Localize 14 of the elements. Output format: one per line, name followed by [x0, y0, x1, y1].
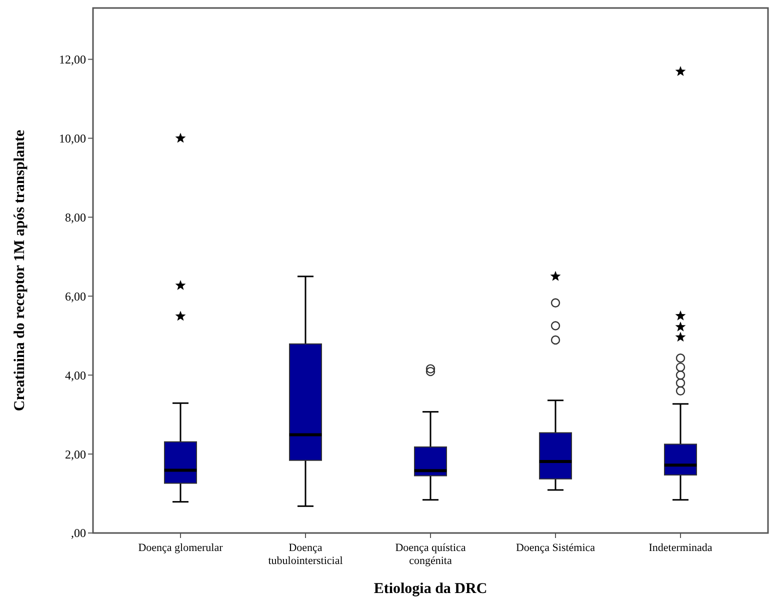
- y-tick-label: 8,00: [65, 210, 86, 224]
- y-tick-label: 12,00: [59, 52, 86, 67]
- y-axis-title: Creatinina do receptor 1M após transplante: [12, 130, 28, 412]
- x-tick-label: Doença tubulointersticial: [268, 542, 343, 567]
- x-tick-label: Doença quística congénita: [395, 542, 466, 567]
- x-tick-label: Doença Sistémica: [516, 542, 596, 554]
- x-axis-title: Etiologia da DRC: [374, 581, 488, 597]
- y-tick-label: 2,00: [65, 447, 86, 462]
- y-tick-label: 10,00: [59, 131, 86, 146]
- y-tick-label: 4,00: [65, 368, 86, 382]
- y-tick-label: ,00: [71, 526, 86, 540]
- x-tick-label: Doença glomerular: [138, 542, 224, 554]
- x-tick-label: Indeterminada: [648, 542, 712, 554]
- y-tick-label: 6,00: [65, 289, 86, 304]
